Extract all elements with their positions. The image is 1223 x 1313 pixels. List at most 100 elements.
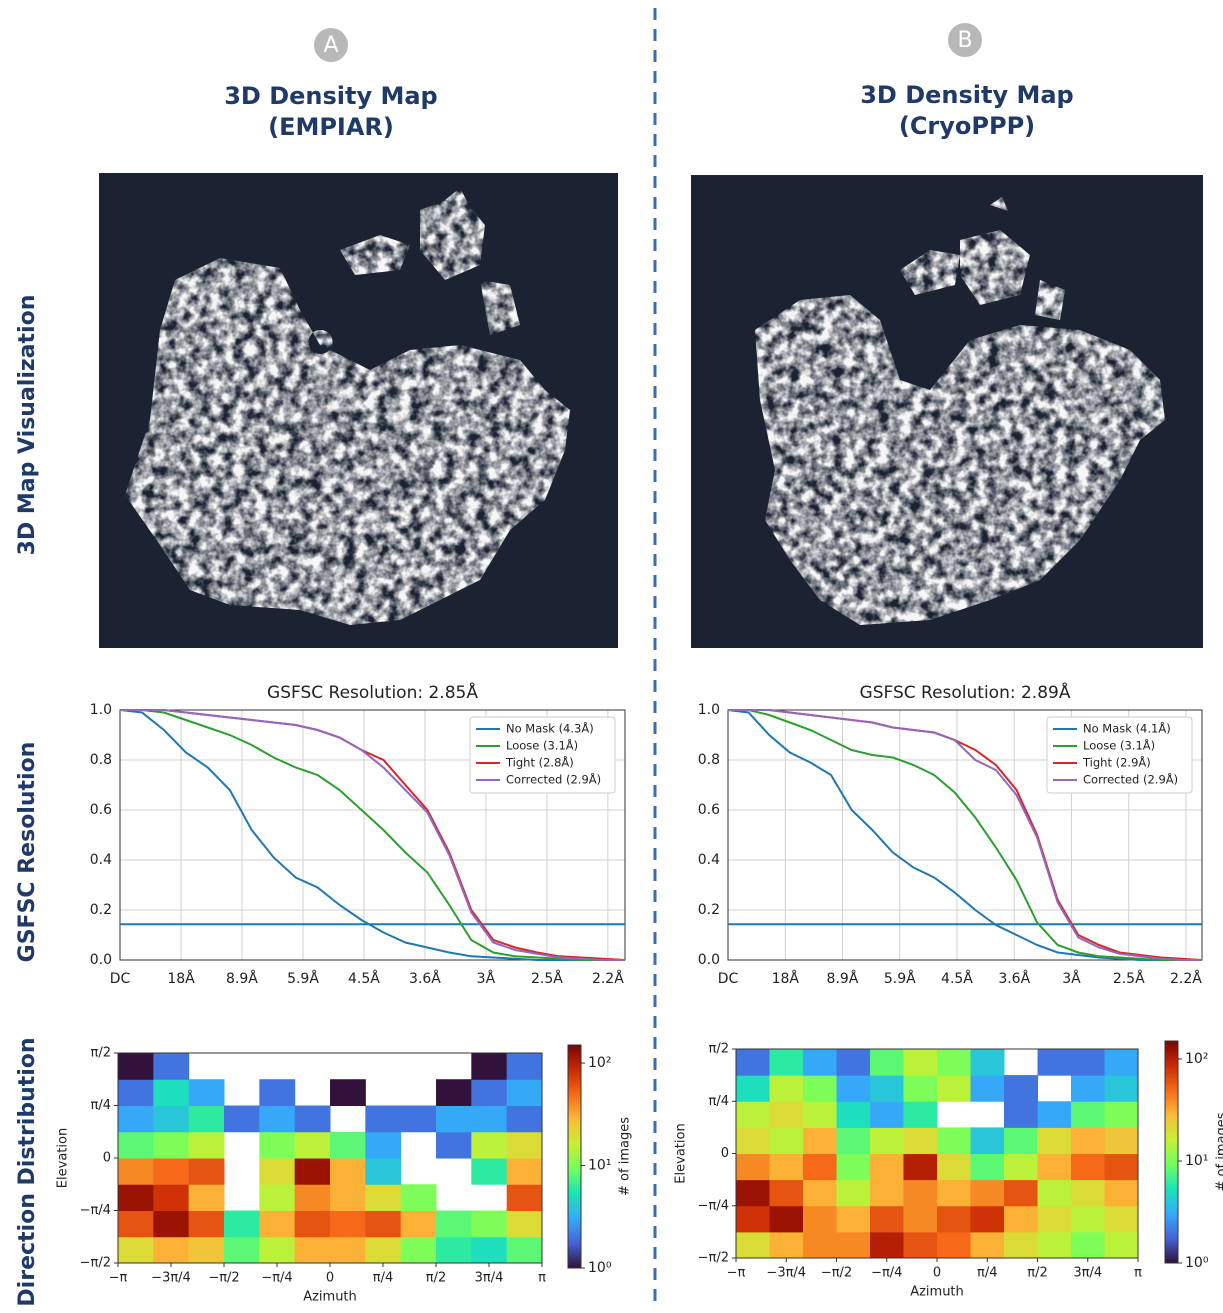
heat-cell <box>1004 1153 1038 1180</box>
colorbar <box>568 1045 581 1268</box>
heat-cell <box>770 1101 804 1128</box>
heat-cell <box>1004 1206 1038 1233</box>
heat-cell <box>118 1211 154 1238</box>
heat-cell <box>330 1079 366 1106</box>
heat-cell <box>471 1106 507 1133</box>
heat-cell <box>1004 1127 1038 1154</box>
heat-cell <box>189 1132 225 1159</box>
colorbar-tick-label: 10² <box>588 1055 611 1071</box>
colorbar-label: # of images <box>1215 1112 1223 1191</box>
x-tick-label: −3π/4 <box>766 1266 806 1281</box>
heat-cell <box>1105 1075 1139 1102</box>
heat-cell <box>295 1132 331 1159</box>
heat-cell <box>1071 1180 1105 1207</box>
heat-cell <box>224 1106 260 1133</box>
heat-cell <box>736 1180 770 1207</box>
heat-cell <box>365 1158 401 1185</box>
panel-title: (CryoPPP) <box>899 112 1035 140</box>
x-tick-label: 5.9Å <box>287 970 319 987</box>
y-tick-label: −π/2 <box>698 1251 729 1266</box>
y-tick-label: π/4 <box>709 1094 729 1109</box>
x-tick-label: 3Å <box>1062 970 1081 987</box>
heat-cell <box>365 1106 401 1133</box>
y-tick-label: 0.8 <box>698 752 720 768</box>
heat-cell <box>295 1184 331 1211</box>
heat-cell <box>736 1049 770 1076</box>
heat-cell <box>870 1180 904 1207</box>
heat-cell <box>1105 1206 1139 1233</box>
heat-cell <box>803 1049 837 1076</box>
heat-cell <box>330 1158 366 1185</box>
x-axis-label: Azimuth <box>910 1285 964 1300</box>
row-label: Direction Distribution <box>15 1037 40 1306</box>
heat-cell <box>803 1075 837 1102</box>
y-axis-label: Elevation <box>56 1128 71 1188</box>
heat-cell <box>189 1106 225 1133</box>
x-tick-label: π/2 <box>426 1271 446 1286</box>
heat-cell <box>870 1232 904 1259</box>
heat-cell <box>970 1232 1004 1259</box>
heat-cell <box>259 1184 295 1211</box>
heat-cell <box>224 1211 260 1238</box>
heat-cell <box>937 1232 971 1259</box>
heat-cell <box>736 1101 770 1128</box>
x-tick-label: 2.5Å <box>1113 970 1145 987</box>
x-tick-label: 18Å <box>167 970 195 987</box>
y-tick-label: −π/4 <box>80 1203 111 1218</box>
heat-cell <box>903 1153 937 1180</box>
heat-cell <box>295 1211 331 1238</box>
heat-cell <box>1105 1049 1139 1076</box>
heat-cell <box>118 1079 154 1106</box>
y-tick-label: π/2 <box>709 1042 729 1057</box>
heat-cell <box>837 1232 871 1259</box>
row-label: GSFSC Resolution <box>15 742 40 963</box>
heat-cell <box>903 1206 937 1233</box>
heat-cell <box>507 1132 543 1159</box>
heat-cell <box>507 1184 543 1211</box>
x-tick-label: π <box>1134 1266 1142 1281</box>
heat-cell <box>870 1153 904 1180</box>
heat-cell <box>1071 1127 1105 1154</box>
y-tick-label: −π/4 <box>698 1198 729 1213</box>
heat-cell <box>736 1127 770 1154</box>
colorbar-tick-label: 10⁰ <box>1185 1255 1209 1271</box>
heat-cell <box>970 1049 1004 1076</box>
heat-cell <box>937 1180 971 1207</box>
heat-cell <box>118 1237 154 1264</box>
heat-cell <box>803 1206 837 1233</box>
heat-cell <box>189 1184 225 1211</box>
y-tick-label: 0.2 <box>90 902 112 918</box>
heat-cell <box>837 1101 871 1128</box>
heat-cell <box>401 1184 437 1211</box>
y-tick-label: 1.0 <box>698 702 720 718</box>
heat-cell <box>259 1237 295 1264</box>
heat-cell <box>471 1132 507 1159</box>
legend-label: Loose (3.1Å) <box>1083 738 1155 753</box>
x-tick-label: −3π/4 <box>151 1271 191 1286</box>
heat-cell <box>1004 1232 1038 1259</box>
y-tick-label: −π/2 <box>80 1256 111 1271</box>
y-tick-label: 0.8 <box>90 752 112 768</box>
heat-cell <box>189 1079 225 1106</box>
heat-cell <box>436 1237 472 1264</box>
x-tick-label: 3.6Å <box>409 970 441 987</box>
y-tick-label: π/4 <box>91 1098 111 1113</box>
heat-cell <box>870 1101 904 1128</box>
heat-cell <box>736 1232 770 1259</box>
heat-cell <box>1071 1101 1105 1128</box>
x-tick-label: π <box>538 1271 546 1286</box>
heat-cell <box>803 1153 837 1180</box>
x-tick-label: π/2 <box>1027 1266 1047 1281</box>
heat-cell <box>770 1075 804 1102</box>
heat-cell <box>365 1211 401 1238</box>
heat-cell <box>870 1206 904 1233</box>
y-tick-label: 0.4 <box>90 852 112 868</box>
heat-cell <box>736 1075 770 1102</box>
heat-cell <box>970 1153 1004 1180</box>
heat-cell <box>295 1158 331 1185</box>
heat-cell <box>189 1158 225 1185</box>
heat-cell <box>259 1079 295 1106</box>
legend-label: Tight (2.9Å) <box>1082 755 1151 770</box>
heat-cell <box>736 1153 770 1180</box>
